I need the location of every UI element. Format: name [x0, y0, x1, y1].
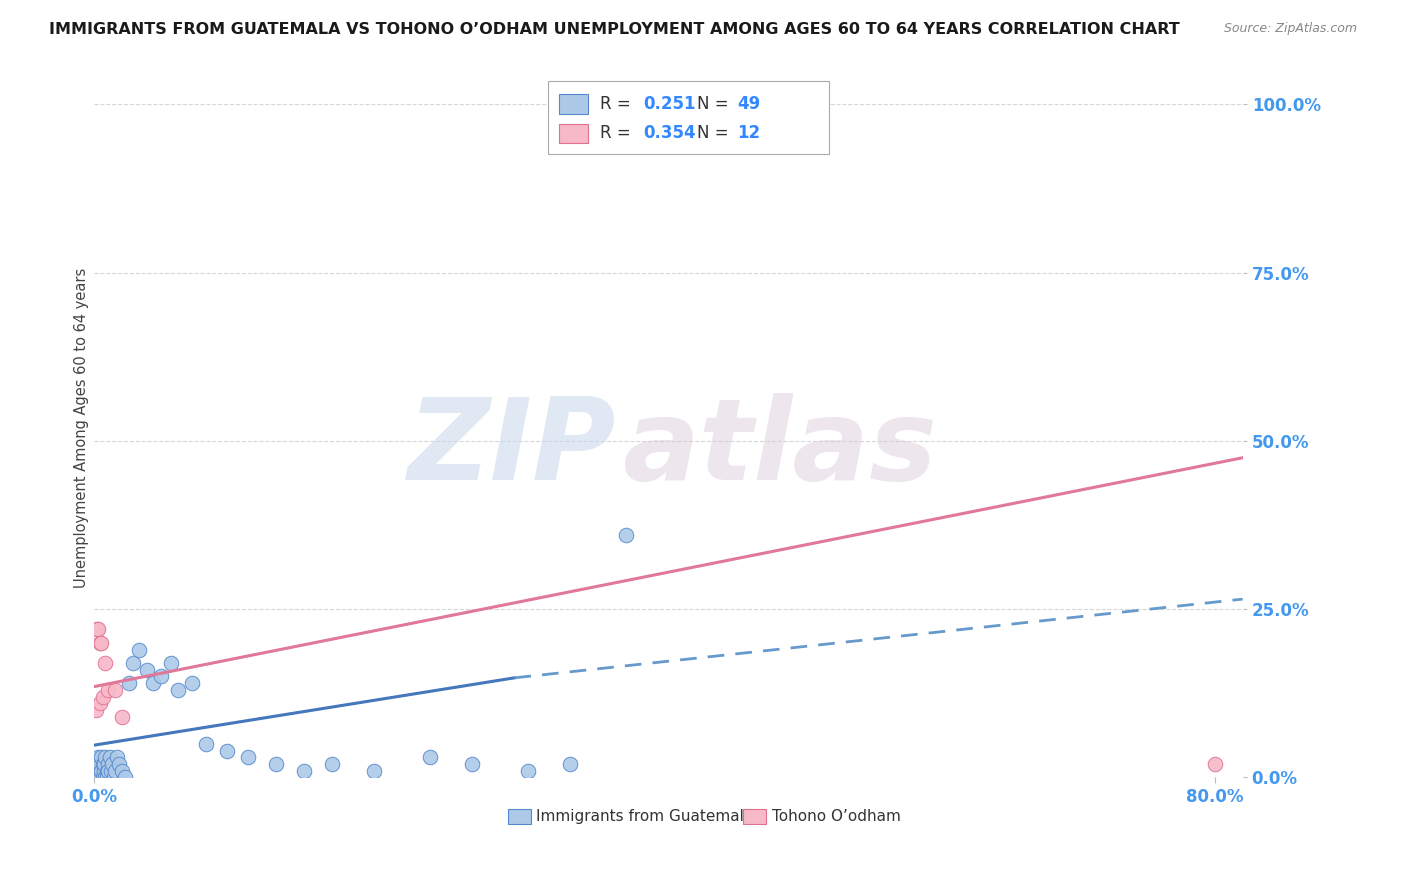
Point: [142, 676, 165, 690]
Point: [150, 669, 173, 683]
Bar: [508, 809, 530, 824]
Point: [86, 623, 108, 637]
Point: [118, 676, 141, 690]
Point: [84, 764, 107, 778]
Point: [517, 764, 540, 778]
Point: [100, 764, 122, 778]
Point: [89, 757, 111, 772]
Point: [87, 750, 110, 764]
Point: [91, 690, 114, 704]
Point: [97, 764, 120, 778]
Point: [90, 750, 112, 764]
Point: [86, 757, 108, 772]
Bar: [548, 81, 830, 154]
Point: [96, 764, 118, 778]
Point: [292, 764, 315, 778]
Point: [136, 663, 159, 677]
Point: [266, 757, 288, 772]
Point: [114, 771, 136, 785]
Text: atlas: atlas: [623, 393, 938, 504]
Text: 49: 49: [737, 95, 761, 113]
Point: [461, 757, 484, 772]
Point: [105, 750, 128, 764]
Point: [181, 676, 204, 690]
Point: [103, 771, 125, 785]
Bar: [560, 95, 588, 114]
Point: [90, 764, 112, 778]
Point: [160, 656, 183, 670]
Point: [108, 757, 131, 772]
Text: R =: R =: [599, 125, 636, 143]
Point: [419, 750, 441, 764]
Point: [1204, 757, 1226, 772]
Point: [94, 750, 117, 764]
Point: [93, 757, 115, 772]
Point: [111, 710, 134, 724]
Point: [90, 636, 112, 650]
Text: N =: N =: [697, 125, 734, 143]
Text: Source: ZipAtlas.com: Source: ZipAtlas.com: [1223, 22, 1357, 36]
Point: [104, 764, 127, 778]
Point: [93, 764, 115, 778]
Y-axis label: Unemployment Among Ages 60 to 64 years: Unemployment Among Ages 60 to 64 years: [73, 268, 89, 588]
Text: ZIP: ZIP: [408, 393, 617, 504]
Bar: [560, 124, 588, 144]
Point: [195, 737, 218, 751]
Point: [89, 771, 111, 785]
Text: R =: R =: [599, 95, 636, 113]
Bar: [744, 809, 766, 824]
Point: [86, 771, 108, 785]
Point: [91, 757, 114, 772]
Point: [87, 623, 110, 637]
Point: [84, 703, 107, 717]
Point: [238, 750, 260, 764]
Text: Tohono O’odham: Tohono O’odham: [772, 809, 901, 824]
Point: [94, 771, 117, 785]
Point: [96, 771, 118, 785]
Text: 12: 12: [737, 125, 761, 143]
Point: [217, 743, 239, 757]
Point: [94, 656, 117, 670]
Point: [321, 757, 343, 772]
Point: [167, 682, 190, 697]
Point: [97, 682, 120, 697]
Point: [89, 697, 111, 711]
Point: [122, 656, 145, 670]
Text: Immigrants from Guatemala: Immigrants from Guatemala: [536, 809, 754, 824]
Point: [89, 636, 111, 650]
Point: [616, 528, 638, 542]
Point: [101, 757, 124, 772]
Text: 0.354: 0.354: [643, 125, 696, 143]
Point: [97, 757, 120, 772]
Point: [91, 771, 114, 785]
Text: N =: N =: [697, 95, 734, 113]
Point: [104, 682, 127, 697]
Point: [363, 764, 385, 778]
Text: 0.251: 0.251: [643, 95, 696, 113]
Point: [128, 642, 150, 657]
Point: [87, 764, 110, 778]
Point: [560, 757, 582, 772]
Text: IMMIGRANTS FROM GUATEMALA VS TOHONO O’ODHAM UNEMPLOYMENT AMONG AGES 60 TO 64 YEA: IMMIGRANTS FROM GUATEMALA VS TOHONO O’OD…: [49, 22, 1180, 37]
Point: [111, 764, 134, 778]
Point: [98, 750, 121, 764]
